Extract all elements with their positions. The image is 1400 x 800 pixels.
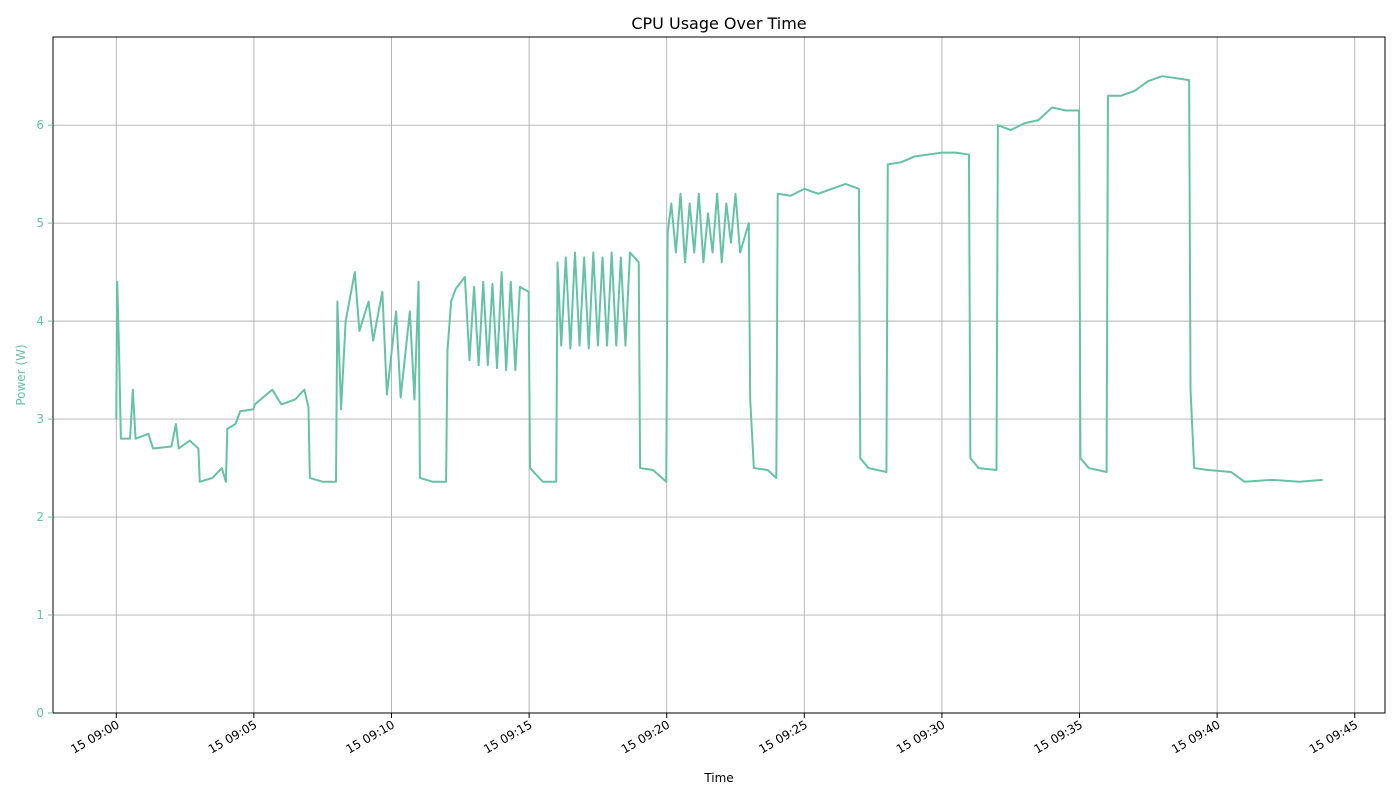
series-line-0 [115, 75, 1323, 483]
plot-frame [52, 36, 1386, 714]
y-tick-label: 5 [36, 216, 44, 230]
y-tick-label: 3 [36, 412, 44, 426]
x-axis-label: Time [703, 771, 733, 785]
y-tick-label: 2 [36, 510, 44, 524]
y-tick-label: 4 [36, 314, 44, 328]
y-axis-ticks: 0 1 2 3 4 5 6 [36, 118, 53, 720]
y-tick-label: 0 [36, 706, 44, 720]
series-layer [115, 75, 1323, 483]
y-tick-label: 6 [36, 118, 44, 132]
y-axis-label: Power (W) [14, 344, 28, 405]
chart-title: CPU Usage Over Time [631, 14, 806, 33]
y-tick-label: 1 [36, 608, 44, 622]
